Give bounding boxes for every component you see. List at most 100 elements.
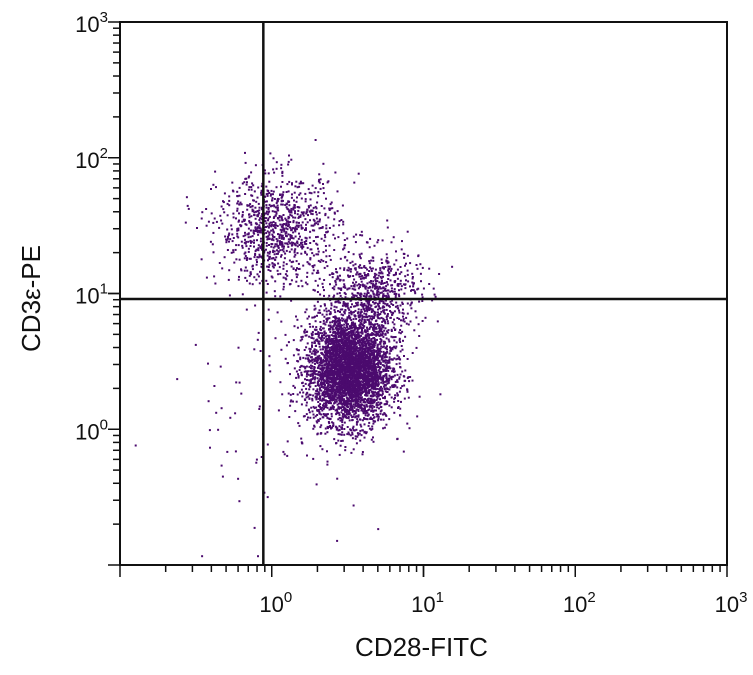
data-point	[385, 368, 388, 371]
data-point	[364, 304, 367, 307]
data-point	[301, 244, 304, 246]
data-point	[326, 359, 329, 362]
data-point	[303, 349, 306, 351]
data-point	[377, 362, 379, 365]
data-point	[314, 315, 316, 318]
data-point	[315, 396, 318, 399]
data-point	[326, 230, 329, 233]
data-point	[359, 406, 362, 409]
data-point	[317, 409, 320, 411]
data-point	[226, 202, 229, 205]
data-point	[367, 379, 370, 382]
data-point	[348, 409, 351, 412]
data-point	[329, 349, 332, 352]
data-point	[329, 364, 332, 367]
data-point	[310, 209, 313, 212]
data-point	[265, 210, 268, 213]
data-point	[332, 422, 335, 425]
data-point	[311, 333, 314, 336]
data-point	[287, 245, 290, 248]
data-point	[339, 373, 342, 376]
data-point	[382, 385, 385, 388]
data-point	[356, 367, 358, 370]
data-point	[350, 344, 353, 347]
data-point	[274, 243, 277, 246]
data-point	[315, 211, 317, 214]
data-point	[373, 346, 376, 348]
data-point	[339, 294, 342, 297]
data-point	[267, 226, 270, 229]
data-point	[329, 325, 332, 328]
data-point	[253, 214, 256, 216]
data-point	[348, 314, 351, 317]
data-point	[366, 310, 369, 313]
data-point	[331, 328, 334, 331]
data-point	[337, 405, 340, 408]
data-point	[306, 373, 308, 376]
data-point	[328, 362, 331, 365]
data-point	[397, 400, 400, 402]
data-point	[373, 382, 375, 385]
data-point	[347, 381, 350, 384]
data-point	[297, 422, 300, 425]
data-point	[319, 403, 322, 406]
data-point	[286, 228, 289, 231]
data-point	[332, 361, 335, 364]
data-point	[382, 418, 385, 421]
data-point	[325, 227, 328, 230]
data-point	[253, 190, 256, 193]
data-point	[347, 387, 350, 390]
data-point	[238, 275, 240, 278]
data-point	[324, 332, 327, 335]
data-point	[349, 348, 352, 351]
data-point	[341, 376, 344, 379]
data-point	[360, 425, 363, 428]
data-point	[332, 390, 335, 393]
data-point	[352, 388, 355, 390]
data-point	[356, 372, 359, 375]
data-point	[377, 393, 380, 396]
data-point	[316, 359, 319, 362]
data-point	[328, 380, 331, 383]
data-point	[354, 354, 357, 357]
data-point	[314, 222, 317, 225]
data-point	[286, 274, 289, 277]
data-point	[355, 442, 358, 445]
data-point	[287, 233, 290, 236]
data-point	[325, 307, 328, 310]
data-point	[324, 395, 326, 398]
data-point	[248, 213, 251, 216]
data-point	[328, 367, 331, 370]
data-point	[359, 423, 362, 426]
data-point	[333, 341, 336, 344]
data-point	[367, 357, 370, 360]
data-point	[313, 378, 316, 381]
data-point	[359, 397, 362, 400]
data-point	[293, 191, 296, 194]
data-point	[346, 343, 348, 346]
data-point	[249, 229, 252, 232]
data-point	[306, 246, 309, 249]
data-point	[338, 353, 340, 356]
data-point	[317, 180, 320, 183]
data-point	[316, 355, 319, 358]
data-point	[382, 342, 385, 345]
data-point	[306, 275, 309, 278]
data-point	[390, 349, 393, 352]
data-point	[238, 212, 240, 215]
data-point	[257, 256, 260, 259]
data-point	[320, 205, 323, 207]
data-point	[359, 392, 362, 395]
data-point	[358, 349, 361, 352]
data-point	[272, 157, 275, 160]
data-point	[355, 383, 358, 386]
data-point	[268, 222, 271, 225]
data-point	[347, 371, 350, 374]
data-point	[285, 231, 288, 234]
data-point	[259, 240, 262, 243]
data-point	[352, 346, 355, 349]
data-point	[338, 343, 341, 346]
data-point	[341, 409, 344, 412]
data-point	[394, 347, 397, 350]
data-point	[266, 251, 269, 254]
